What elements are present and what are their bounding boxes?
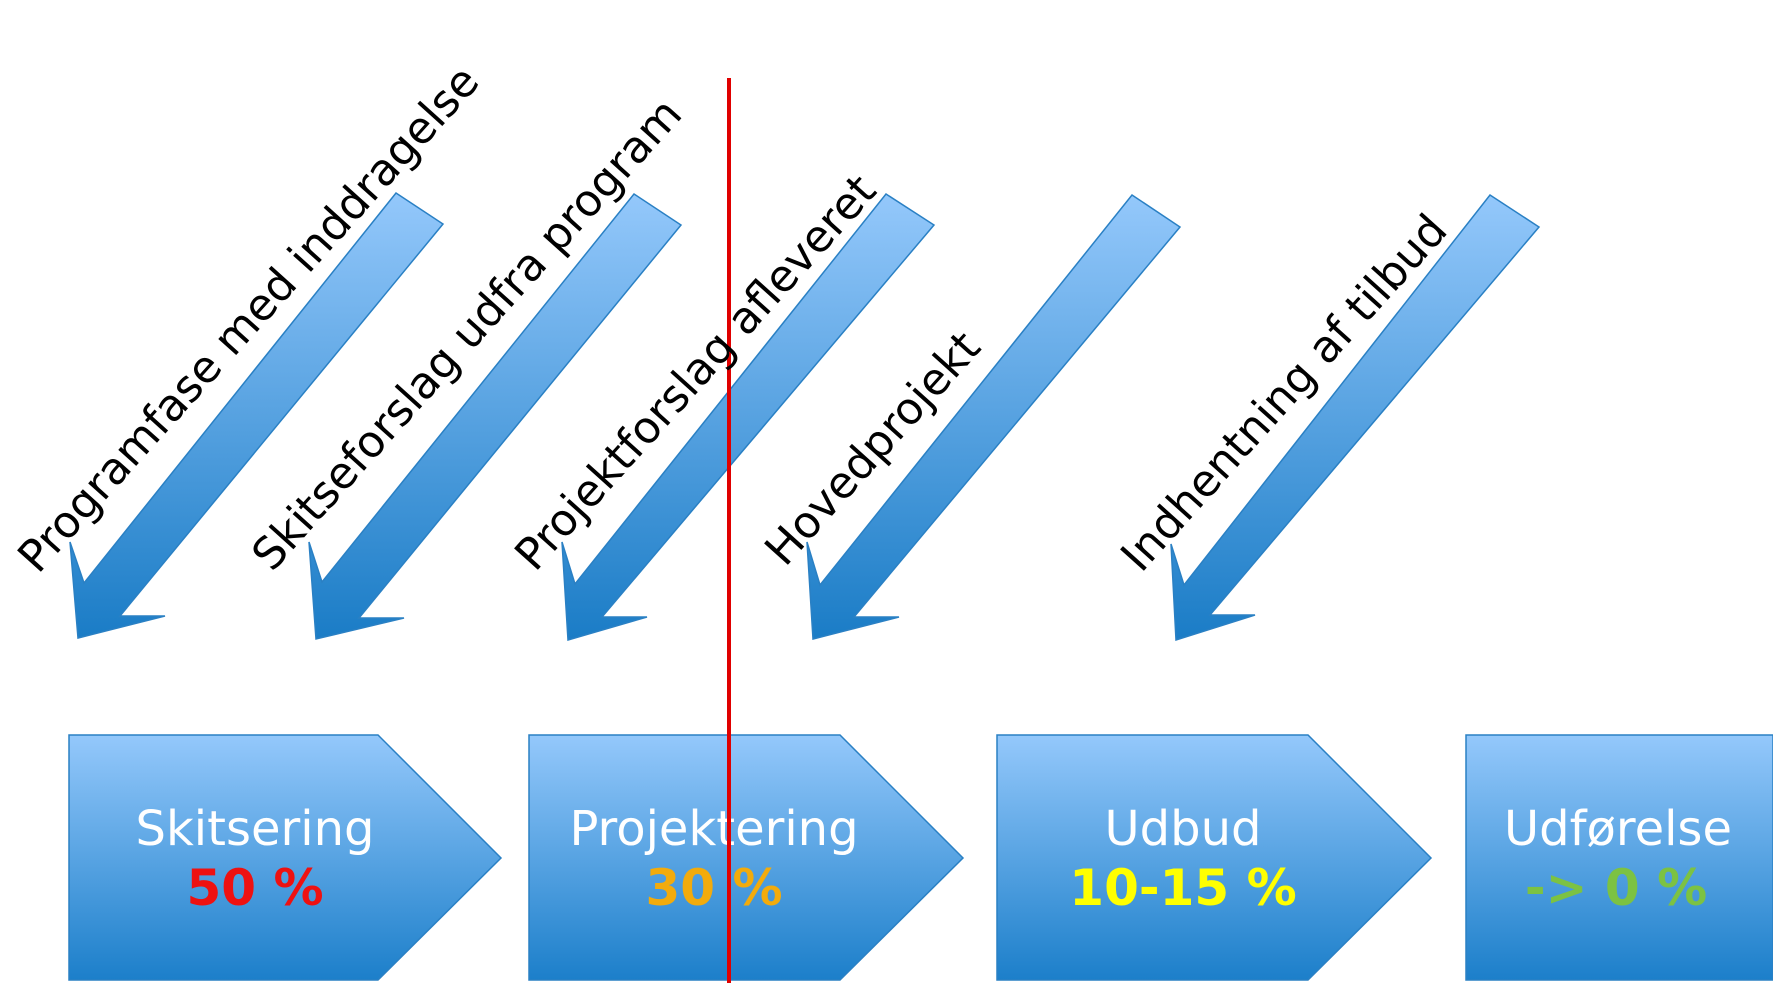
diagonal-arrow-2 [308,192,683,640]
phase-box [996,734,1433,981]
phase-name: Skitsering [136,801,375,857]
phase-box [1465,734,1773,981]
phase-percent: 30 % [645,859,782,917]
diagonal-arrow-5 [1170,193,1541,642]
diagonal-arrows [69,191,1541,642]
phase-box [68,734,503,981]
phase-boxes: Skitsering 50 % Projektering 30 % Udbud … [68,734,1773,981]
phase-box [528,734,965,981]
diagonal-labels: Programfase med inddragelse Skitseforsla… [8,56,1457,582]
phase-name: Udførelse [1504,801,1732,857]
phase-percent: -> 0 % [1525,859,1707,917]
diagonal-arrow-4 [806,193,1182,640]
phase-projektering: Projektering 30 % [528,734,965,981]
phase-percent: 10-15 % [1069,859,1296,917]
diagonal-arrow-3 [561,193,936,641]
phase-skitsering: Skitsering 50 % [68,734,503,981]
diagonal-arrow-1 [69,191,445,639]
phase-udbud: Udbud 10-15 % [996,734,1433,981]
phase-name: Udbud [1105,801,1262,857]
phase-percent: 50 % [186,859,323,917]
phase-name: Projektering [569,801,858,857]
phase-udforelse: Udførelse -> 0 % [1465,734,1773,981]
